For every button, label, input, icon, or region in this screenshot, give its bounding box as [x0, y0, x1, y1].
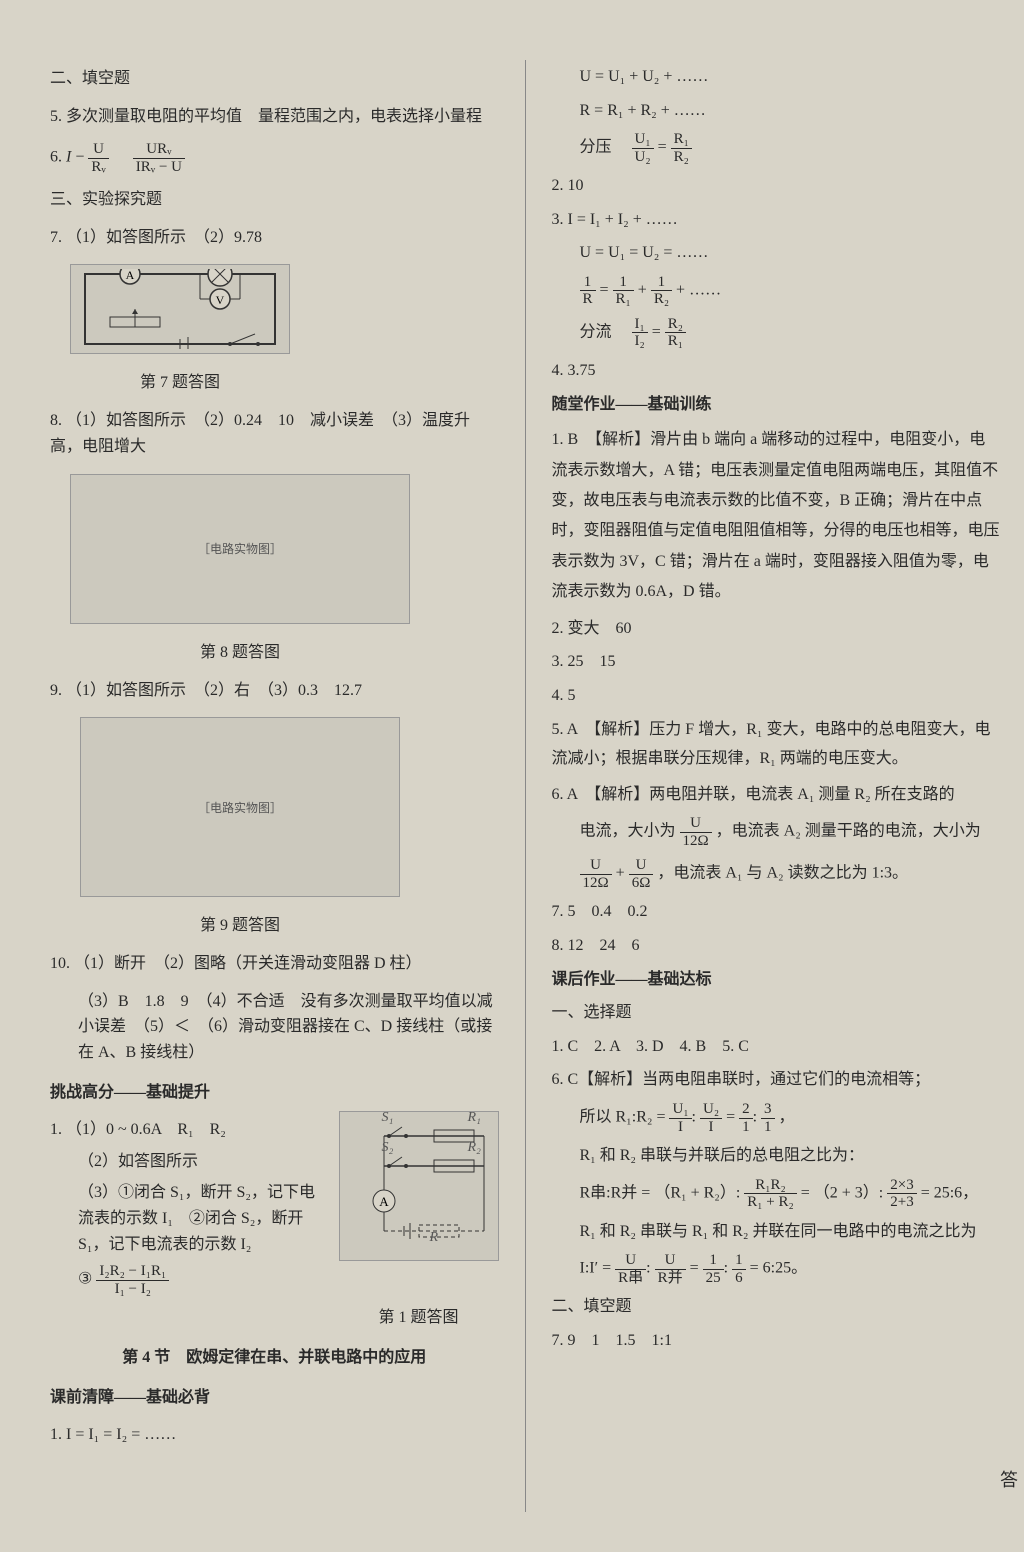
- kq1: 1. I = I₁ = I₂ = ……: [50, 1422, 499, 1448]
- st4: 4. 5: [552, 683, 1001, 709]
- figure-7-caption: 第 7 题答图: [50, 368, 310, 392]
- kh6a: 6. C【解析】当两电阻串联时，通过它们的电流相等；: [552, 1067, 1001, 1093]
- r4: 2. 10: [552, 173, 1001, 199]
- kh6f: I:I′ = UR串: UR并 = 125: 16 = 6:25。: [552, 1252, 1001, 1286]
- q8: 8. （1）如答图所示 （2）0.24 10 减小误差 （3）温度升高，电阻增大: [50, 408, 499, 459]
- figure-9: ［电路实物图］: [80, 717, 400, 897]
- tz1-block: A S₁ R₁ S₂ R₂ R 1. （1）0 ~ 0.6A R₁ R₂ （2）…: [50, 1111, 499, 1337]
- r5: 3. I = I₁ + I₂ + ……: [552, 207, 1001, 233]
- st2: 2. 变大 60: [552, 616, 1001, 642]
- kh-s2: 二、填空题: [552, 1294, 1001, 1320]
- figure-1r-caption: 第 1 题答图: [50, 1303, 499, 1327]
- kh6d: R串:R并 = （R₁ + R₂）: R₁R₂R₁ + R₂ = （2 + 3）…: [552, 1177, 1001, 1211]
- kh6e: R₁ 和 R₂ 串联与 R₁ 和 R₂ 并联在同一电路中的电流之比为: [552, 1219, 1001, 1245]
- figure-8-caption: 第 8 题答图: [50, 638, 430, 662]
- q10-b: （3）B 1.8 9 （4）不合适 没有多次测量取平均值以减小误差 （5）＜ （…: [50, 989, 499, 1066]
- r1: U = U₁ + U₂ + ……: [552, 64, 1001, 90]
- kh6c: R₁ 和 R₂ 串联与并联后的总电阻之比为：: [552, 1143, 1001, 1169]
- kh6b: 所以 R₁:R₂ = U₁I: U₂I = 21: 31 ，: [552, 1101, 1001, 1135]
- st7: 7. 5 0.4 0.2: [552, 899, 1001, 925]
- tz1-c: （3）①闭合 S₁，断开 S₂，记下电流表的示数 I₁ ②闭合 S₂，断开 S₁…: [50, 1180, 330, 1257]
- tz1-d: ③ I₂R₂ − I₁R₁ I₁ − I₂: [50, 1263, 499, 1297]
- page: 二、填空题 5. 多次测量取电阻的平均值 量程范围之内，电表选择小量程 6. I…: [0, 0, 1024, 1552]
- st-title: 随堂作业——基础训练: [552, 392, 1001, 418]
- figure-1r: A S₁ R₁ S₂ R₂ R: [339, 1111, 499, 1261]
- figure-9-caption: 第 9 题答图: [50, 911, 430, 935]
- right-column: U = U₁ + U₂ + …… R = R₁ + R₂ + …… 分压 U₁U…: [542, 60, 1001, 1512]
- r9: 4. 3.75: [552, 358, 1001, 384]
- section-3-title: 三、实验探究题: [50, 187, 499, 213]
- q9: 9. （1）如答图所示 （2）右 （3）0.3 12.7: [50, 678, 499, 704]
- r6: U = U₁ = U₂ = ……: [552, 240, 1001, 266]
- figure-7: A V: [70, 264, 290, 354]
- st6c: U12Ω + U6Ω ，电流表 A₁ 与 A₂ 读数之比为 1:3。: [552, 857, 1001, 891]
- st1: 1. B 【解析】滑片由 b 端向 a 端移动的过程中，电阻变小，电流表示数增大…: [552, 425, 1001, 607]
- circuit-7-svg: A V: [80, 269, 280, 349]
- st8: 8. 12 24 6: [552, 933, 1001, 959]
- r2: R = R₁ + R₂ + ……: [552, 98, 1001, 124]
- section-2-title: 二、填空题: [50, 66, 499, 92]
- kh-title: 课后作业——基础达标: [552, 967, 1001, 993]
- left-column: 二、填空题 5. 多次测量取电阻的平均值 量程范围之内，电表选择小量程 6. I…: [50, 60, 509, 1512]
- st6b: 电流，大小为 U12Ω ，电流表 A₂ 测量干路的电流，大小为: [552, 815, 1001, 849]
- svg-text:A: A: [379, 1194, 389, 1209]
- svg-text:V: V: [216, 293, 225, 307]
- kh-mc: 1. C 2. A 3. D 4. B 5. C: [552, 1034, 1001, 1060]
- kq-title: 课前清障——基础必背: [50, 1385, 499, 1411]
- side-marker: 答: [1000, 1466, 1018, 1492]
- q5: 5. 多次测量取电阻的平均值 量程范围之内，电表选择小量程: [50, 104, 499, 130]
- svg-text:A: A: [126, 269, 135, 282]
- r3: 分压 U₁U₂ = R₁R₂: [552, 131, 1001, 165]
- tz-title: 挑战高分——基础提升: [50, 1080, 499, 1106]
- q7: 7. （1）如答图所示 （2）9.78: [50, 225, 499, 251]
- figure-8: ［电路实物图］: [70, 474, 410, 624]
- q6-prefix: 6.: [50, 149, 66, 166]
- st6a: 6. A 【解析】两电阻并联，电流表 A₁ 测量 R₂ 所在支路的: [552, 782, 1001, 808]
- r8: 分流 I₁I₂ = R₂R₁: [552, 316, 1001, 350]
- column-divider: [525, 60, 526, 1512]
- kh-s1: 一、选择题: [552, 1000, 1001, 1026]
- st3: 3. 25 15: [552, 649, 1001, 675]
- q6-frac1: U Rᵥ: [88, 141, 108, 175]
- q6: 6. I − U Rᵥ URᵥ IRᵥ − U: [50, 141, 499, 175]
- st5: 5. A 【解析】压力 F 增大，R₁ 变大，电路中的总电阻变大，电流减小；根据…: [552, 716, 1001, 774]
- q6-frac2: URᵥ IRᵥ − U: [133, 141, 185, 175]
- q10-a: 10. （1）断开 （2）图略（开关连滑动变阻器 D 柱）: [50, 951, 499, 977]
- r7: 1R = 1R₁ + 1R₂ + ……: [552, 274, 1001, 308]
- section-4-title: 第 4 节 欧姆定律在串、并联电路中的应用: [50, 1345, 499, 1371]
- kh7: 7. 9 1 1.5 1:1: [552, 1328, 1001, 1354]
